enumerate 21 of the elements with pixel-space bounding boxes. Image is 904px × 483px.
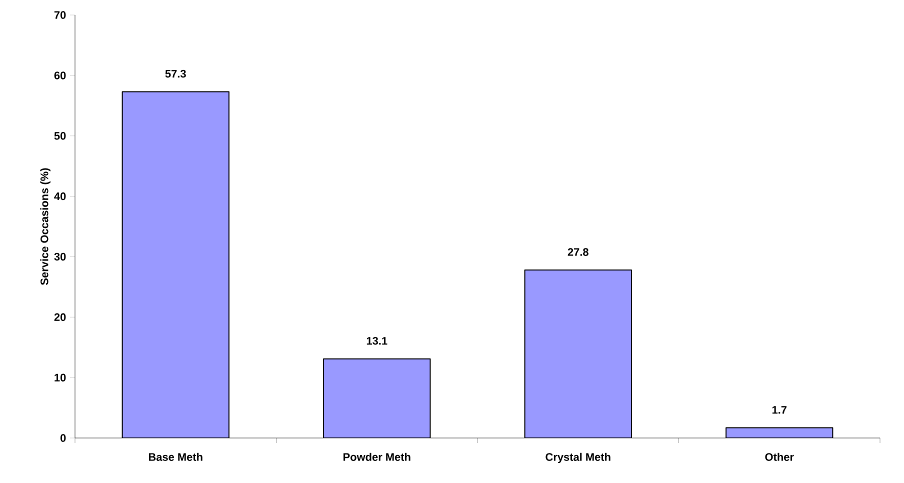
y-tick-label: 40: [54, 192, 66, 200]
data-label: 57.3: [165, 70, 186, 78]
bar: [726, 427, 834, 438]
bar: [122, 91, 230, 438]
data-label: 13.1: [366, 336, 388, 345]
data-label: 27.8: [568, 248, 588, 256]
y-tick-label: 30: [54, 252, 66, 261]
x-tick-label: Base Meth: [148, 452, 202, 461]
x-tick-label: Crystal Meth: [546, 452, 610, 464]
data-label: 1.7: [772, 406, 787, 414]
x-tick-label: Powder Meth: [344, 452, 410, 461]
y-tick-label: 0: [60, 434, 66, 442]
y-axis-title: Service Occasions (%): [40, 168, 50, 285]
y-tick-label: 70: [54, 11, 66, 19]
y-tick-label: 50: [54, 132, 66, 140]
y-tick-label: 10: [54, 374, 66, 382]
bar: [323, 358, 431, 438]
y-tick-label: 20: [54, 313, 66, 322]
x-tick-label: Other: [765, 452, 794, 461]
bar: [524, 270, 632, 438]
y-tick-label: 60: [54, 72, 66, 80]
